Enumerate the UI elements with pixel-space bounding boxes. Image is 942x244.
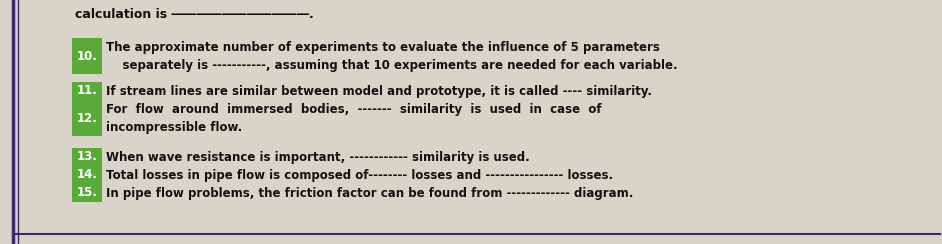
Text: 11.: 11.	[76, 84, 97, 98]
Text: When wave resistance is important, ------------ similarity is used.: When wave resistance is important, -----…	[106, 151, 529, 163]
Text: Total losses in pipe flow is composed of-------- losses and ---------------- los: Total losses in pipe flow is composed of…	[106, 169, 613, 182]
Bar	[72, 184, 102, 202]
Text: incompressible flow.: incompressible flow.	[106, 121, 242, 133]
Bar	[72, 38, 102, 74]
Text: calculation is ―――――――――――.: calculation is ―――――――――――.	[75, 8, 314, 21]
Text: separately is -----------, assuming that 10 experiments are needed for each vari: separately is -----------, assuming that…	[106, 59, 677, 71]
Text: 10.: 10.	[76, 50, 97, 62]
Text: The approximate number of experiments to evaluate the influence of 5 parameters: The approximate number of experiments to…	[106, 41, 660, 53]
Bar	[72, 100, 102, 136]
Text: 15.: 15.	[76, 186, 98, 200]
Bar	[72, 82, 102, 100]
Text: In pipe flow problems, the friction factor can be found from ------------- diagr: In pipe flow problems, the friction fact…	[106, 186, 633, 200]
Text: For  flow  around  immersed  bodies,  -------  similarity  is  used  in  case  o: For flow around immersed bodies, -------…	[106, 102, 602, 115]
Text: 12.: 12.	[76, 112, 97, 124]
Bar	[72, 166, 102, 184]
Bar	[72, 148, 102, 166]
Text: 14.: 14.	[76, 169, 98, 182]
Text: If stream lines are similar between model and prototype, it is called ---- simil: If stream lines are similar between mode…	[106, 84, 652, 98]
Text: 13.: 13.	[76, 151, 97, 163]
